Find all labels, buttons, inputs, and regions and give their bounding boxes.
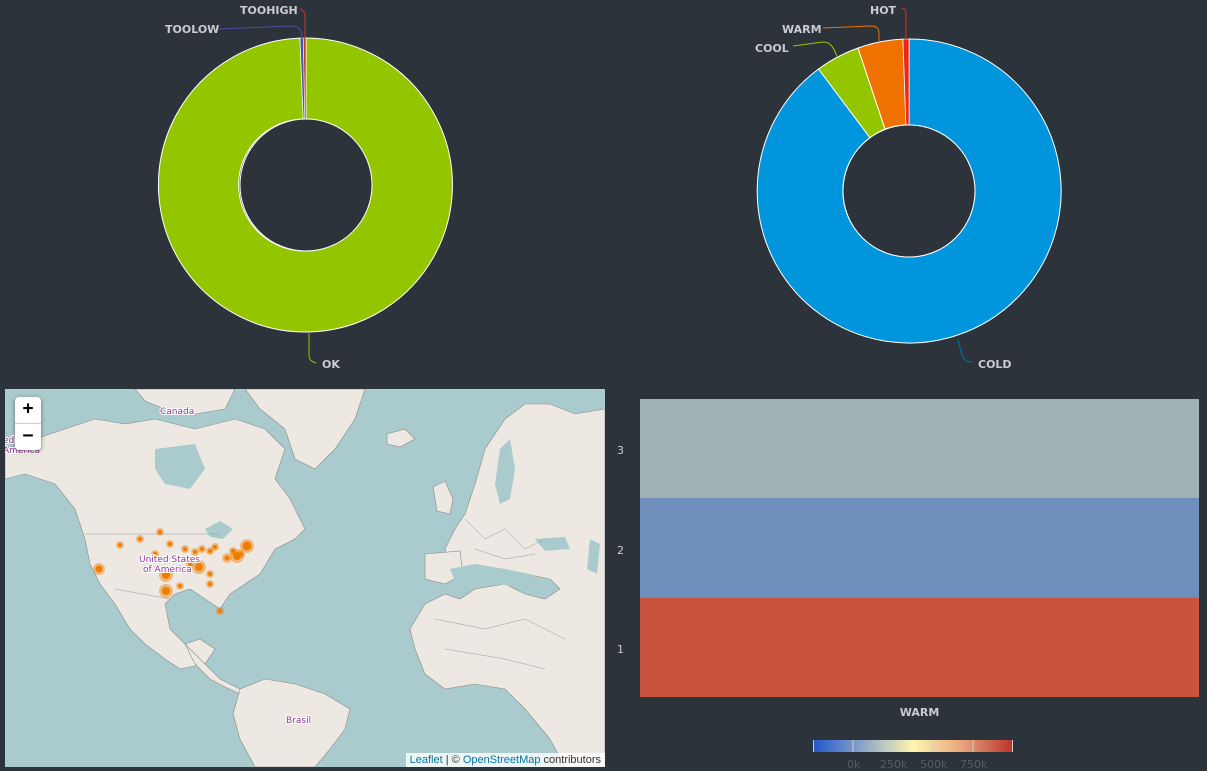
- status-donut-chart: TOOHIGH TOOLOW OK: [157, 4, 453, 371]
- map-label-usa-2: of America: [143, 565, 192, 575]
- attribution-suffix: contributors: [540, 754, 601, 766]
- map-tiles: Canada United States of America Brasil e…: [5, 389, 605, 767]
- map-label-brasil: Brasil: [286, 716, 311, 726]
- map-attribution: Leaflet | © OpenStreetMap contributors: [405, 753, 605, 767]
- legend-tick: 750k: [960, 758, 988, 771]
- label-cold: COLD: [978, 358, 1012, 371]
- legend-tick: 500k: [920, 758, 948, 771]
- color-legend: [813, 740, 1013, 752]
- legend-tick: 250k: [880, 758, 908, 771]
- map-label-canada: Canada: [160, 407, 194, 417]
- map-label-cut-1: ed: [5, 436, 14, 446]
- legend-tick-labels: 0k 250k 500k 750k: [813, 758, 1033, 771]
- heatmap-row-2[interactable]: [640, 498, 1199, 598]
- heatmap-row-3[interactable]: [640, 399, 1199, 498]
- heatmap: [640, 399, 1199, 697]
- y-tick-3: 3: [617, 444, 624, 457]
- osm-link[interactable]: OpenStreetMap: [462, 754, 541, 766]
- zoom-in-button[interactable]: +: [15, 397, 41, 424]
- map-markers[interactable]: [93, 528, 254, 615]
- leaflet-link[interactable]: Leaflet: [409, 754, 443, 766]
- label-warm: WARM: [782, 23, 822, 36]
- heatmap-row-1[interactable]: [640, 598, 1199, 697]
- label-ok: OK: [322, 358, 340, 371]
- label-hot: HOT: [870, 4, 897, 17]
- label-toolow: TOOLOW: [165, 23, 219, 36]
- x-axis-label: WARM: [899, 706, 940, 719]
- leaflet-map[interactable]: + −: [5, 389, 605, 767]
- zoom-control: + −: [15, 397, 41, 450]
- temperature-donut-chart: HOT WARM COOL COLD: [755, 4, 1062, 371]
- y-tick-2: 2: [617, 544, 624, 557]
- attribution-sep: | ©: [442, 754, 463, 766]
- zoom-out-button[interactable]: −: [22, 425, 34, 446]
- label-toohigh: TOOHIGH: [240, 4, 298, 17]
- label-cool: COOL: [755, 42, 789, 55]
- y-tick-1: 1: [617, 643, 624, 656]
- legend-tick: 0k: [847, 758, 861, 771]
- donut-slices: [157, 37, 453, 333]
- map-label-usa-1: United States: [139, 555, 200, 565]
